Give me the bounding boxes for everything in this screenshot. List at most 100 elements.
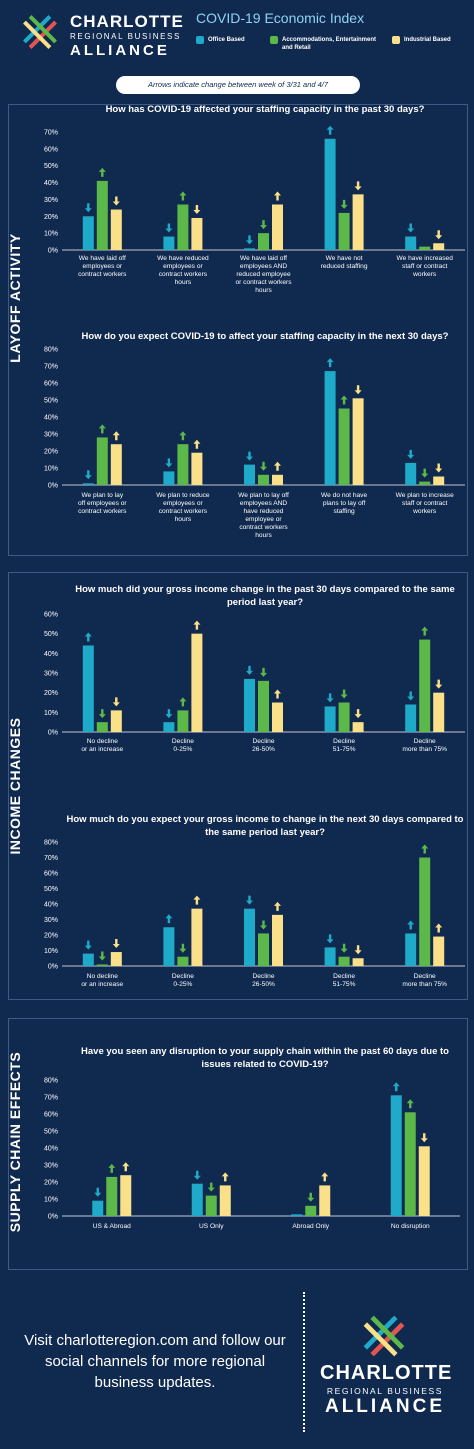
down-arrow-icon <box>193 204 201 214</box>
bar <box>82 645 94 732</box>
bar <box>324 947 336 966</box>
up-arrow-icon <box>435 923 443 933</box>
bar <box>418 1146 430 1216</box>
category-label: 26-50% <box>252 746 275 753</box>
up-arrow-icon <box>392 1082 400 1092</box>
category-label: Decline <box>253 973 275 980</box>
bar <box>92 1200 104 1216</box>
bar <box>338 212 350 250</box>
y-tick-label: 30% <box>44 1163 58 1170</box>
down-arrow-icon <box>94 1187 102 1197</box>
up-arrow-icon <box>274 461 281 471</box>
y-tick-label: 40% <box>44 651 58 658</box>
bar <box>191 633 203 732</box>
bar <box>433 936 445 966</box>
up-arrow-icon <box>326 125 334 135</box>
bar <box>433 243 445 250</box>
bar <box>258 474 269 485</box>
bar <box>390 1095 402 1216</box>
down-arrow-icon <box>340 689 348 699</box>
brand-name: CHARLOTTE <box>70 12 184 31</box>
bar <box>177 444 189 485</box>
category-label: We have not <box>326 255 363 262</box>
bar <box>352 722 364 732</box>
up-arrow-icon <box>326 358 334 368</box>
y-tick-label: 0% <box>48 730 58 737</box>
down-arrow-icon <box>112 196 120 206</box>
bar <box>419 246 431 250</box>
bar <box>404 1112 416 1216</box>
y-tick-label: 0% <box>48 483 58 490</box>
bar <box>163 722 175 732</box>
bar <box>205 1195 217 1216</box>
chart-staffing-past: How has COVID-19 affected your staffing … <box>44 104 465 294</box>
down-arrow-icon <box>246 665 253 675</box>
category-label: or contract workers <box>235 279 292 286</box>
category-label: 26-50% <box>252 981 275 988</box>
y-tick-label: 20% <box>44 690 58 697</box>
y-tick-label: 80% <box>44 1078 58 1085</box>
category-label: off employees or <box>78 500 127 507</box>
category-label: We have laid off <box>240 255 287 262</box>
up-arrow-icon <box>193 620 201 630</box>
up-arrow-icon <box>122 1162 130 1172</box>
chart-question: period last year? <box>227 597 303 608</box>
category-label: workers <box>412 271 437 278</box>
y-tick-label: 50% <box>44 398 58 405</box>
up-arrow-icon <box>421 626 429 636</box>
y-tick-label: 10% <box>44 948 58 955</box>
bar <box>433 692 445 732</box>
up-arrow-icon <box>274 689 281 699</box>
up-arrow-icon <box>179 431 187 441</box>
down-arrow-icon <box>354 709 362 719</box>
bar <box>419 639 431 732</box>
category-label: or an increase <box>81 981 123 988</box>
brand-alliance: ALLIANCE <box>70 42 170 59</box>
up-arrow-icon <box>406 1099 414 1109</box>
down-arrow-icon <box>326 934 334 944</box>
bar <box>177 204 189 250</box>
up-arrow-icon <box>221 1172 229 1182</box>
down-arrow-icon <box>420 1133 428 1143</box>
y-tick-label: 40% <box>44 902 58 909</box>
category-label: employees AND <box>240 263 288 270</box>
category-label: 51-75% <box>333 746 356 753</box>
category-label: employees or <box>163 263 203 270</box>
category-label: hours <box>175 279 192 286</box>
category-label: contract workers <box>78 271 127 278</box>
bar <box>177 956 189 966</box>
y-tick-label: 20% <box>44 933 58 940</box>
category-label: contract workers <box>159 271 208 278</box>
index-title: COVID-19 Economic Index <box>196 10 365 26</box>
category-label: or an increase <box>81 746 123 753</box>
down-arrow-icon <box>354 181 362 191</box>
chart-question: Have you seen any disruption to your sup… <box>81 1046 449 1057</box>
bar <box>272 204 283 250</box>
category-label: We plan to lay <box>81 492 123 499</box>
y-tick-label: 40% <box>44 1146 58 1153</box>
category-label: hours <box>175 516 192 523</box>
bar <box>352 398 364 485</box>
down-arrow-icon <box>407 223 415 233</box>
chart-question: the same period last year? <box>205 827 325 838</box>
y-tick-label: 20% <box>44 214 58 221</box>
legend-item-industrial: Industrial Based <box>392 36 466 44</box>
down-arrow-icon <box>179 943 187 953</box>
bar <box>244 248 255 250</box>
up-arrow-icon <box>165 914 173 924</box>
category-label: US Only <box>199 1223 224 1230</box>
legend-swatch-industrial <box>392 36 400 44</box>
y-tick-label: 40% <box>44 180 58 187</box>
y-tick-label: 10% <box>44 231 58 238</box>
bar <box>405 704 417 732</box>
crosshatch-star-logo-icon <box>363 1315 405 1357</box>
bar <box>244 464 255 485</box>
down-arrow-icon <box>260 461 267 471</box>
category-label: hours <box>255 532 272 539</box>
up-arrow-icon <box>193 895 201 905</box>
down-arrow-icon <box>246 451 253 461</box>
bar <box>82 216 94 250</box>
y-tick-label: 30% <box>44 917 58 924</box>
y-tick-label: 0% <box>48 1214 58 1221</box>
category-label: employees AND <box>240 500 288 507</box>
